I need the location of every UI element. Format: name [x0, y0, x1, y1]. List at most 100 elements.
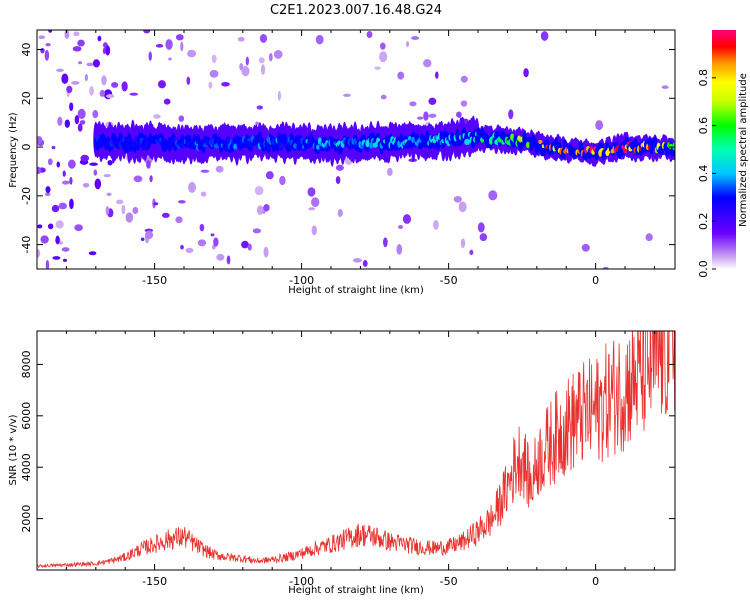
heatmap-cell — [672, 142, 675, 151]
heatmap-cell — [187, 49, 197, 58]
heatmap-cell — [37, 224, 43, 229]
heatmap-cell — [37, 248, 41, 258]
heatmap-cell — [61, 247, 70, 252]
heatmap-cell — [73, 31, 80, 37]
heatmap-xlabel: Height of straight line (km) — [288, 285, 424, 296]
heatmap-cell — [78, 61, 83, 65]
heatmap-cell — [94, 178, 102, 190]
heatmap-cell — [79, 120, 86, 125]
heatmap-cell — [111, 82, 119, 88]
heatmap-cell — [268, 52, 273, 62]
heatmap-cell — [258, 57, 265, 64]
heatmap-cell — [387, 167, 393, 177]
heatmap-cell — [453, 195, 462, 203]
heatmap-cell — [121, 81, 128, 92]
x-tick-label: -150 — [142, 274, 167, 287]
heatmap-cell — [335, 176, 341, 185]
heatmap-cell — [215, 165, 224, 173]
heatmap-cell — [343, 93, 351, 97]
heatmap-cell — [416, 116, 424, 120]
heatmap-cell — [428, 113, 437, 118]
heatmap-cell — [466, 138, 471, 146]
x-tick-label: 0 — [592, 274, 599, 287]
heatmap-cell — [188, 181, 196, 193]
heatmap-cell — [200, 169, 210, 173]
heatmap-cell — [80, 154, 90, 162]
heatmap-cell — [157, 80, 166, 89]
heatmap-cell — [213, 237, 219, 247]
heatmap-cell — [233, 143, 238, 150]
heatmap-cell — [197, 239, 207, 247]
heatmap-cell — [62, 170, 66, 177]
heatmap-cell — [125, 212, 134, 223]
heatmap-cell — [52, 256, 61, 260]
heatmap-cell — [125, 141, 130, 149]
heatmap-cell — [397, 71, 405, 80]
heatmap-cell — [293, 143, 298, 149]
heatmap-cell — [477, 222, 485, 233]
snr-xlabel: Height of straight line (km) — [288, 585, 424, 596]
heatmap-cell — [74, 224, 83, 232]
colorbar-tick-label: 0.6 — [697, 117, 710, 135]
heatmap-cell — [93, 169, 98, 176]
heatmap-cell — [105, 205, 110, 216]
heatmap-cell — [45, 186, 51, 194]
heatmap-cell — [200, 191, 207, 197]
heatmap-cell — [86, 62, 94, 67]
heatmap-cell — [56, 161, 61, 168]
heatmap-cell — [82, 182, 90, 188]
heatmap-cell — [210, 233, 215, 237]
heatmap-cell — [469, 249, 474, 256]
heatmap-cell — [180, 41, 184, 52]
heatmap-cell — [64, 30, 70, 39]
heatmap-cell — [617, 145, 622, 160]
heatmap-cell — [55, 235, 60, 245]
heatmap-cell — [45, 43, 51, 47]
heatmap-frame — [36, 29, 676, 270]
heatmap-cell — [145, 230, 154, 240]
y-tick-label: -20 — [20, 187, 33, 205]
colorbar-tick-label: 0.2 — [697, 212, 710, 230]
heatmap-cell — [308, 207, 316, 211]
heatmap-cell — [428, 97, 437, 105]
heatmap-cell — [168, 57, 172, 61]
heatmap-cell — [406, 41, 410, 48]
heatmap-cell — [143, 30, 151, 34]
heatmap-cell — [77, 108, 86, 119]
heatmap-cell — [175, 216, 183, 224]
heatmap-cell — [453, 139, 458, 147]
heatmap-cell — [252, 228, 262, 234]
heatmap-cell — [38, 35, 46, 39]
heatmap-cell — [316, 144, 321, 150]
heatmap-cell — [455, 128, 460, 142]
colorbar-tick-label: 0.8 — [697, 69, 710, 87]
heatmap-cell — [366, 31, 373, 39]
y-tick-label: 6000 — [20, 402, 33, 430]
heatmap-cell — [123, 136, 128, 141]
heatmap-cell — [61, 180, 70, 185]
heatmap-cell — [47, 158, 53, 166]
heatmap-cell — [69, 198, 74, 210]
heatmap-cell — [423, 59, 432, 68]
heatmap-cell — [107, 159, 113, 166]
x-tick-label: -50 — [440, 575, 458, 588]
heatmap-cell — [178, 115, 185, 122]
colorbar-axes: 0.0 0.2 0.4 0.6 0.8 — [697, 69, 716, 278]
heatmap-cell — [435, 71, 439, 79]
heatmap-cell — [64, 119, 70, 128]
y-tick-label: 40 — [20, 43, 33, 57]
heatmap-cell — [66, 85, 73, 94]
heatmap-cell — [397, 225, 404, 230]
heatmap-cell — [279, 142, 284, 149]
heatmap-cell — [460, 75, 468, 83]
heatmap-cell — [241, 240, 249, 249]
heatmap-cell — [153, 202, 159, 206]
heatmap-cell — [165, 39, 173, 50]
heatmap-cell — [247, 243, 252, 251]
y-tick-label: 8000 — [20, 350, 33, 378]
heatmap-cell — [595, 120, 604, 131]
heatmap-cell — [256, 205, 264, 215]
y-tick-label: 20 — [20, 91, 33, 105]
heatmap-cell — [508, 109, 514, 120]
